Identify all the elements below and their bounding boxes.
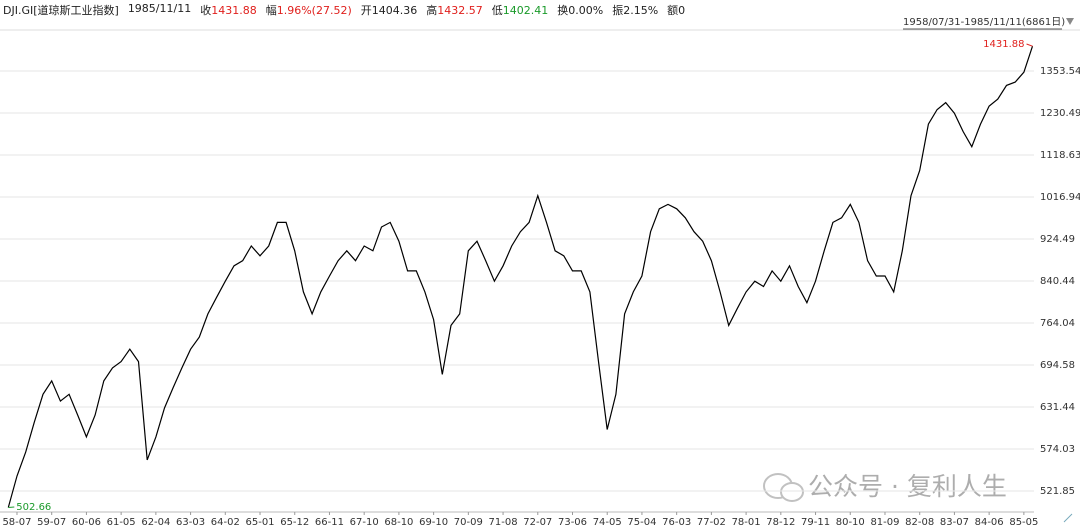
field-label: 幅 (265, 4, 277, 17)
x-tick-label: 81-09 (870, 517, 899, 528)
x-tick-label: 68-10 (384, 517, 413, 528)
x-tick-label: 65-12 (280, 517, 309, 528)
x-tick-label: 63-03 (176, 517, 205, 528)
y-tick-label: 1016.94 (1040, 192, 1080, 203)
field-value: 0.00% (568, 4, 604, 17)
y-tick-label: 1230.49 (1040, 108, 1080, 119)
date: 1985/11/11 (127, 2, 192, 15)
field-value: 1402.41 (502, 4, 549, 17)
quote-field: 收1431.88 (200, 2, 257, 18)
quote-field: 高1432.57 (426, 2, 483, 18)
field-label: 振 (612, 4, 624, 17)
max-marker (1026, 43, 1033, 47)
x-tick-label: 71-08 (489, 517, 518, 528)
y-tick-label: 840.44 (1040, 276, 1075, 287)
quote-field: 低1402.41 (492, 2, 549, 18)
corner-icon (1063, 513, 1073, 523)
range-label[interactable]: 1958/07/31-1985/11/11(6861日) (903, 17, 1065, 28)
y-tick-label: 764.04 (1040, 318, 1075, 329)
x-tick-label: 83-07 (940, 517, 969, 528)
x-tick-label: 62-04 (141, 517, 170, 528)
y-tick-label: 924.49 (1040, 234, 1075, 245)
x-tick-label: 60-06 (72, 517, 101, 528)
x-tick-label: 84-06 (975, 517, 1004, 528)
quote-field: 幅1.96%(27.52) (266, 2, 352, 18)
x-tick-label: 75-04 (627, 517, 656, 528)
y-tick-label: 1118.63 (1040, 150, 1080, 161)
field-value: 0 (678, 4, 686, 17)
x-tick-label: 64-02 (211, 517, 240, 528)
x-tick-label: 61-05 (107, 517, 136, 528)
x-tick-label: 73-06 (558, 517, 587, 528)
watermark: 公众号 · 复利人生 (808, 472, 1007, 501)
x-tick-label: 59-07 (37, 517, 66, 528)
symbol: DJI.GI[道琼斯工业指数] (3, 4, 119, 17)
field-label: 高 (426, 4, 438, 17)
quote-field: 开1404.36 (361, 2, 418, 18)
x-tick-label: 74-05 (593, 517, 622, 528)
x-tick-label: 78-01 (732, 517, 761, 528)
quote-field: 换0.00% (557, 2, 603, 18)
x-tick-label: 77-02 (697, 517, 726, 528)
range-dropdown[interactable] (1066, 18, 1074, 25)
watermark-icon (763, 473, 804, 502)
quote-field: 额0 (667, 2, 685, 18)
y-tick-label: 694.58 (1040, 360, 1075, 371)
x-tick-label: 65-01 (245, 517, 274, 528)
field-value: 1404.36 (371, 4, 418, 17)
min-label: 502.66 (16, 502, 51, 513)
x-tick-label: 76-03 (662, 517, 691, 528)
field-value: 1432.57 (437, 4, 483, 17)
field-value: 2.15% (623, 4, 659, 17)
x-tick-label: 82-08 (905, 517, 934, 528)
x-tick-label: 85-05 (1009, 517, 1038, 528)
field-label: 低 (491, 4, 503, 17)
x-tick-label: 72-07 (523, 517, 552, 528)
x-tick-label: 69-10 (419, 517, 448, 528)
x-tick-label: 80-10 (836, 517, 865, 528)
y-tick-label: 574.03 (1040, 444, 1075, 455)
field-value: 1.96%(27.52) (276, 4, 352, 17)
field-value: 1431.88 (211, 4, 257, 17)
x-tick-label: 67-10 (350, 517, 379, 528)
field-label: 收 (200, 4, 212, 17)
x-tick-label: 78-12 (766, 517, 795, 528)
x-tick-label: 70-09 (454, 517, 483, 528)
x-tick-label: 58-07 (2, 517, 31, 528)
max-label: 1431.88 (983, 39, 1024, 50)
y-tick-label: 1353.54 (1040, 66, 1080, 77)
y-tick-label: 521.85 (1040, 486, 1075, 497)
min-marker (8, 506, 15, 509)
y-tick-label: 631.44 (1040, 402, 1075, 413)
price-line (7, 46, 1034, 508)
field-label: 开 (360, 4, 372, 17)
x-tick-label: 79-11 (801, 517, 830, 528)
quote-field: 振2.15% (612, 2, 658, 18)
quote-header: DJI.GI[道琼斯工业指数] 1985/11/11 收1431.88 幅1.96… (3, 2, 685, 18)
field-label: 换 (557, 4, 569, 17)
x-tick-label: 66-11 (315, 517, 344, 528)
field-label: 额 (667, 4, 679, 17)
